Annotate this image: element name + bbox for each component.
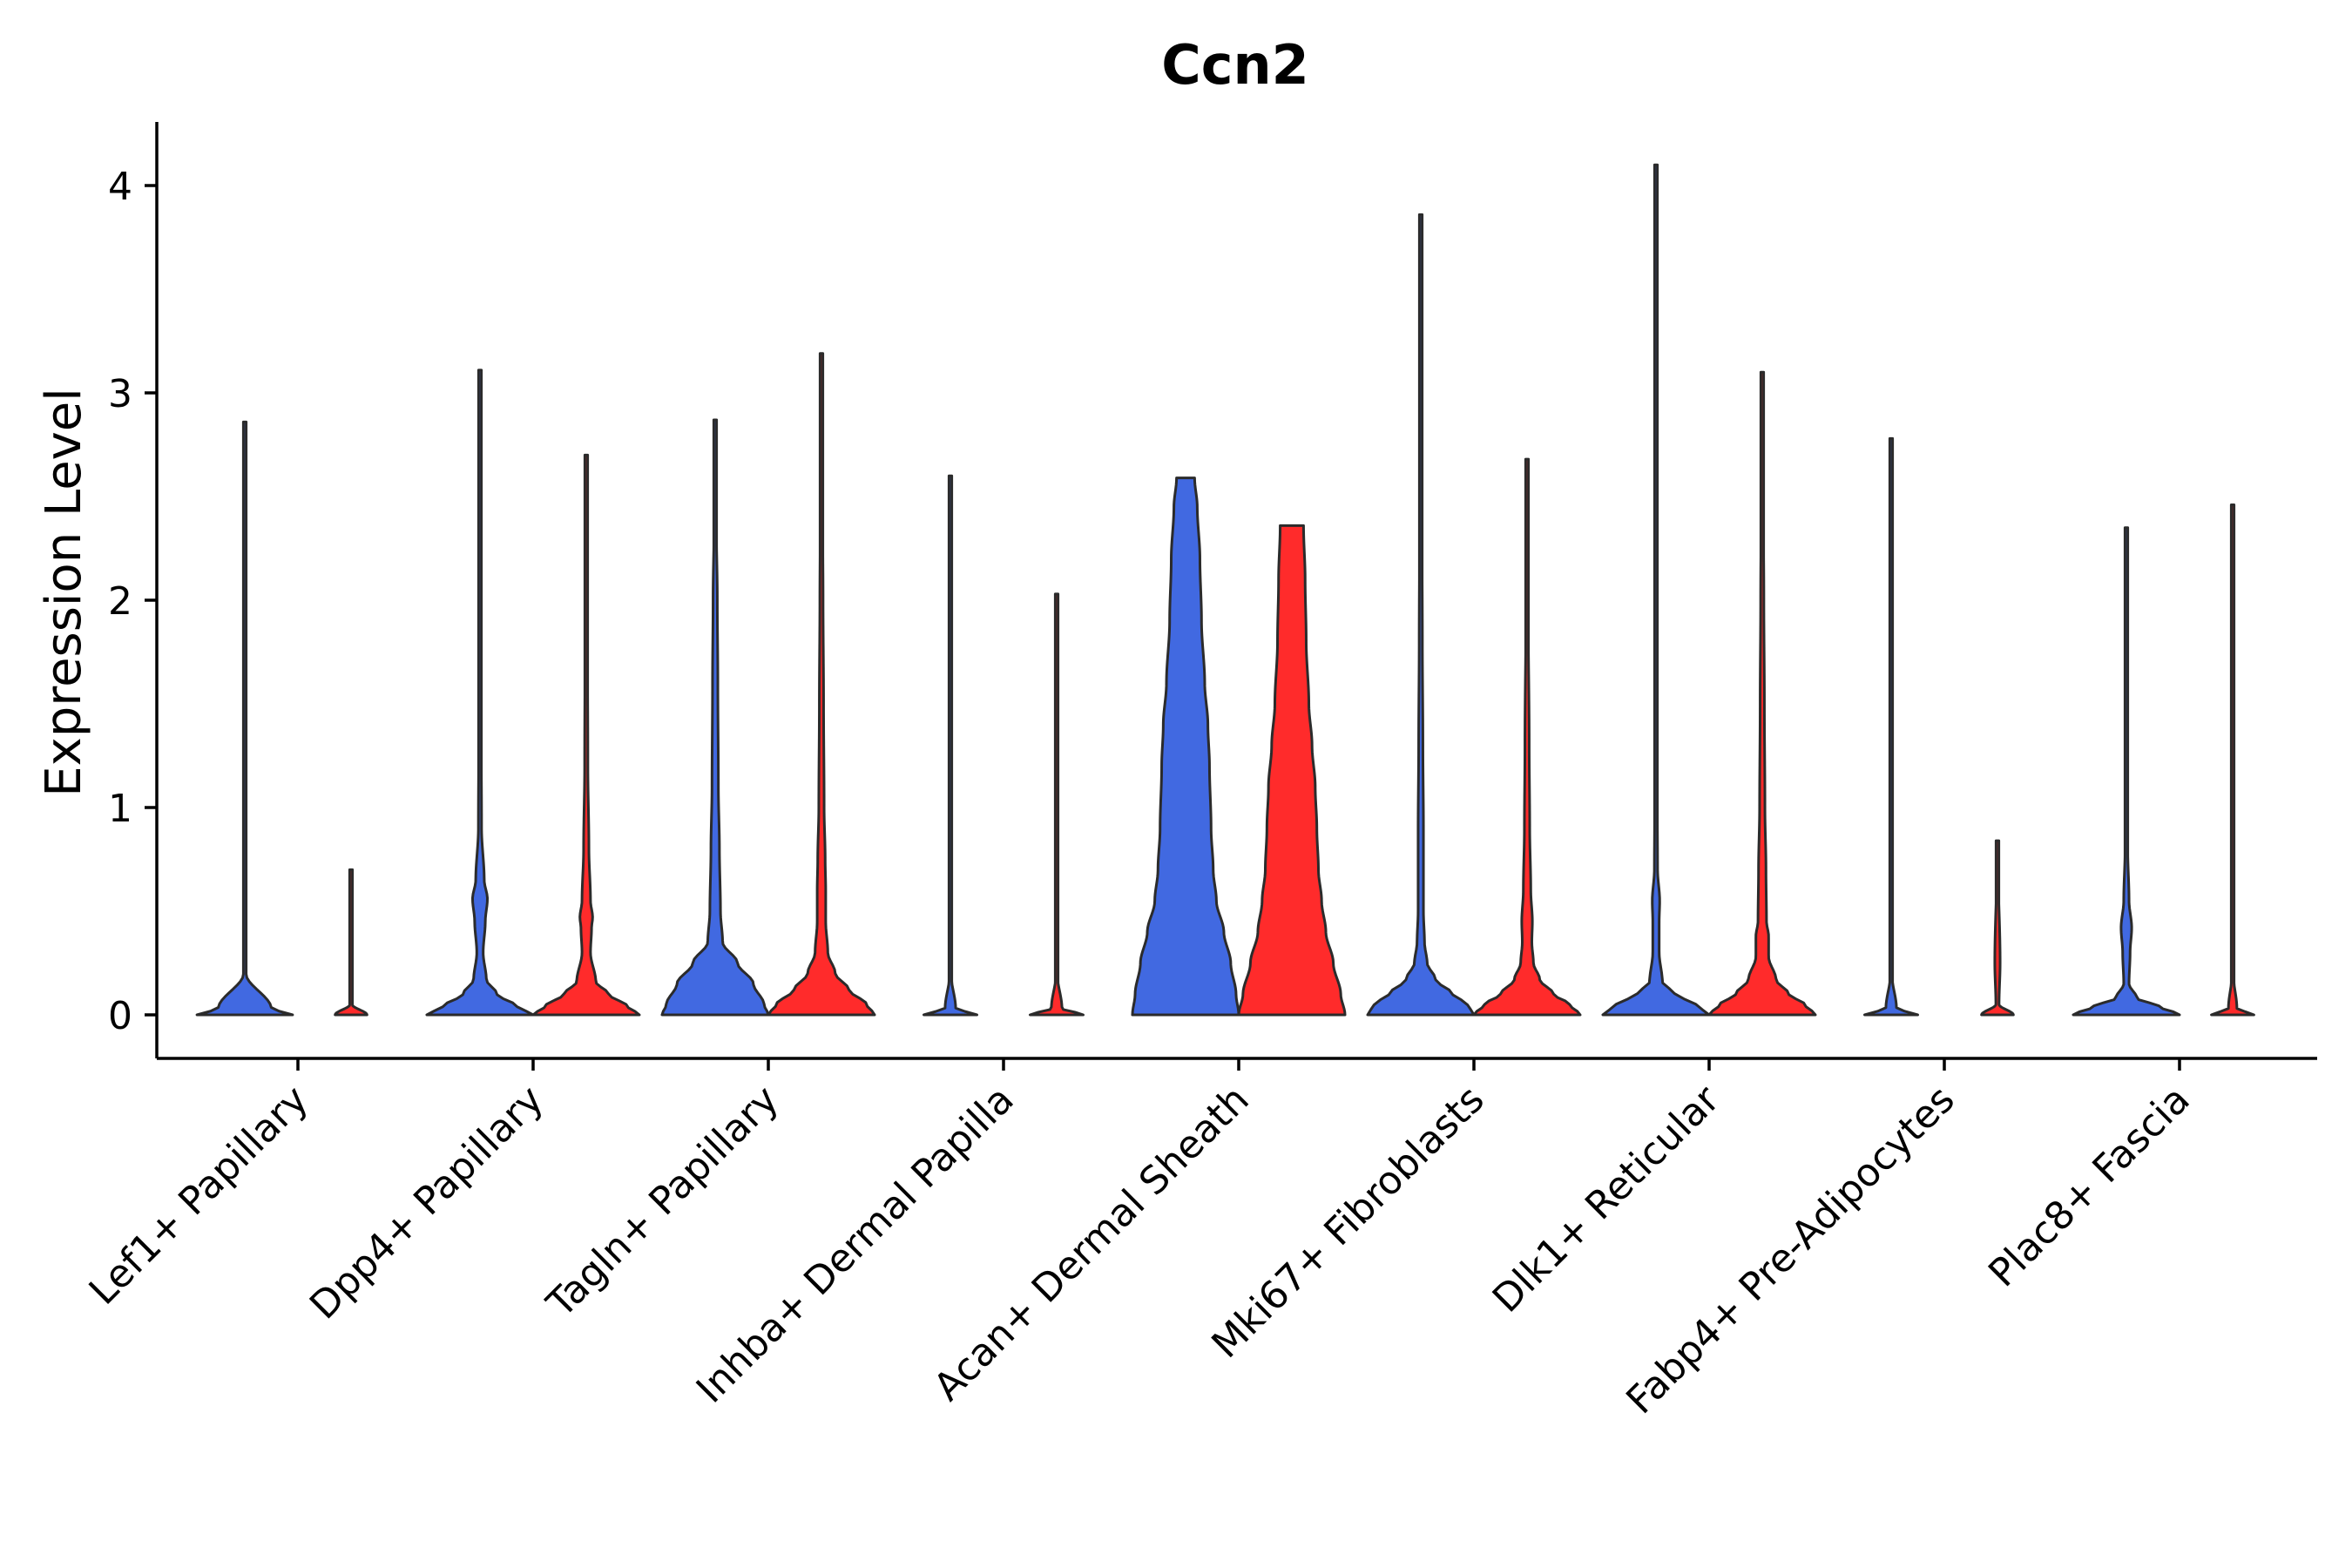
axes-layer bbox=[155, 122, 2317, 1060]
violin-1-6 bbox=[1366, 213, 1476, 1017]
violin-2-5 bbox=[1237, 524, 1347, 1017]
violins-layer bbox=[195, 163, 2255, 1017]
violin-2-2 bbox=[531, 453, 641, 1017]
violin-2-8 bbox=[1980, 839, 2015, 1017]
x-tick-label: Lef1+ Papillary bbox=[81, 1078, 317, 1314]
violin-2-4 bbox=[1029, 592, 1085, 1017]
x-tick-label: Dlk1+ Reticular bbox=[1484, 1077, 1729, 1321]
violin-1-1 bbox=[195, 420, 294, 1017]
violin-1-9 bbox=[2072, 526, 2181, 1017]
violin-1-3 bbox=[660, 418, 770, 1017]
x-tick-label: Mki67+ Fibroblasts bbox=[1203, 1078, 1492, 1367]
x-tick-label: Plac8+ Fascia bbox=[1980, 1078, 2199, 1296]
violin-1-4 bbox=[923, 474, 978, 1017]
x-tick-label: Dpp4+ Papillary bbox=[301, 1078, 552, 1328]
x-tick-label: Tagln+ Papillary bbox=[538, 1078, 787, 1327]
violin-2-1 bbox=[334, 868, 368, 1017]
violin-1-2 bbox=[425, 368, 535, 1017]
violin-1-8 bbox=[1863, 436, 1919, 1017]
violin-2-6 bbox=[1472, 457, 1582, 1017]
y-tick-label: 0 bbox=[108, 994, 132, 1038]
y-axis-label: Expression Level bbox=[36, 388, 92, 797]
chart-title: Ccn2 bbox=[1161, 33, 1309, 97]
violin-2-7 bbox=[1707, 370, 1817, 1017]
y-tick-label: 3 bbox=[108, 372, 132, 416]
y-tick-label: 2 bbox=[108, 579, 132, 624]
y-tick-label: 4 bbox=[108, 165, 132, 209]
violin-1-5 bbox=[1131, 476, 1240, 1017]
violin-2-9 bbox=[2210, 504, 2255, 1017]
violin-1-7 bbox=[1601, 163, 1711, 1017]
violin-2-3 bbox=[767, 352, 876, 1017]
y-tick-label: 1 bbox=[108, 787, 132, 831]
